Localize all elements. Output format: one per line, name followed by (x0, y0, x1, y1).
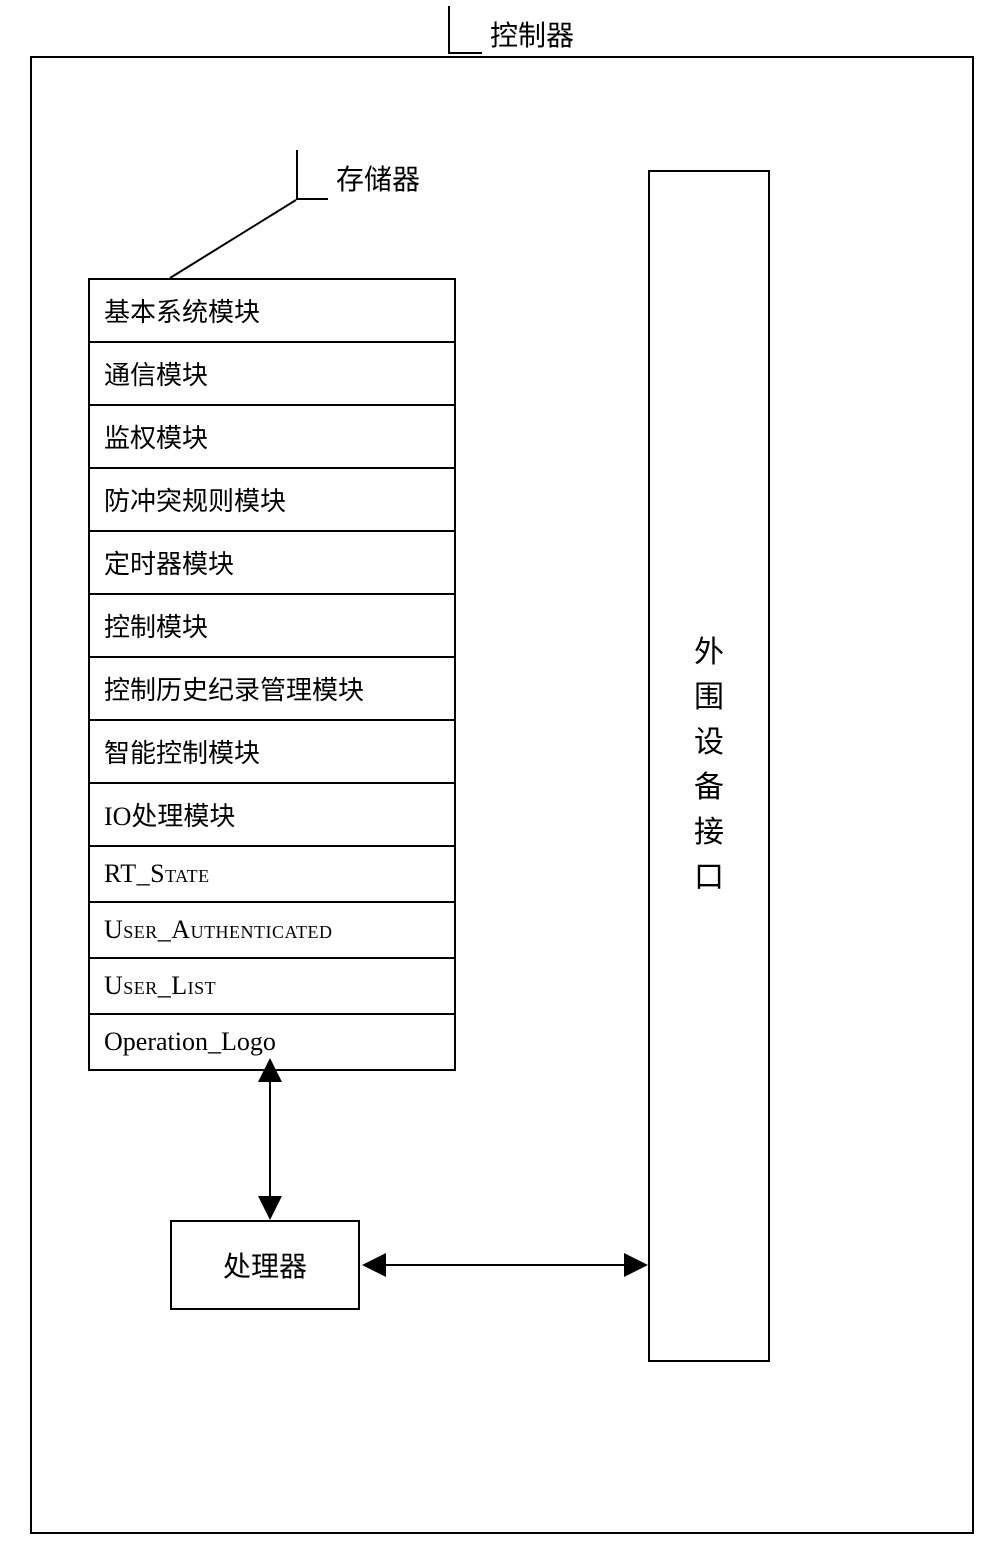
arrows (0, 0, 1004, 1564)
diagram-canvas: 控制器 存储器 基本系统模块 通信模块 监权模块 防冲突规则模块 定时器模块 控… (0, 0, 1004, 1564)
